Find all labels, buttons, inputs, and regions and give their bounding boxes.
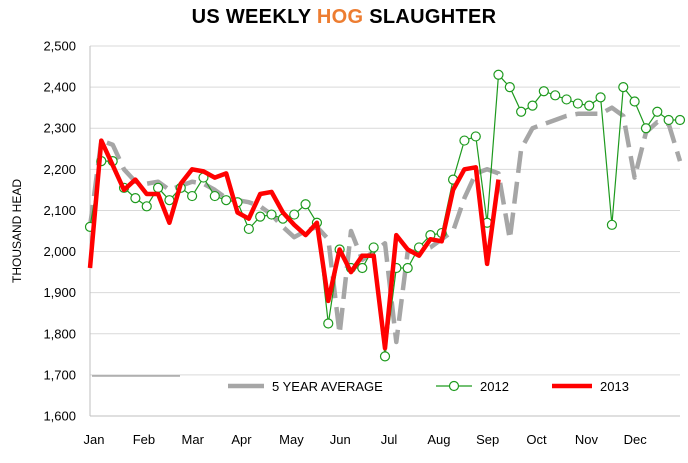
data-point-2012: [550, 90, 561, 101]
data-point-2012: [618, 82, 629, 93]
data-point-2012: [652, 106, 663, 117]
data-point-2012: [221, 195, 232, 206]
y-tick-label: 1,900: [43, 285, 76, 300]
x-tick-label: Sep: [476, 432, 499, 447]
y-tick-label: 2,100: [43, 203, 76, 218]
legend-label: 5 YEAR AVERAGE: [272, 379, 383, 394]
x-tick-label: Jan: [84, 432, 105, 447]
data-point-2012: [152, 182, 164, 193]
x-tick-label: Jul: [381, 432, 398, 447]
y-tick-label: 1,700: [43, 367, 76, 382]
data-point-2012: [368, 242, 379, 253]
data-point-2012: [141, 201, 152, 212]
series-line-2013: [87, 138, 501, 351]
legend-marker-2012: [448, 380, 460, 392]
y-tick-label: 2,300: [43, 121, 76, 136]
series-line-2012: [89, 73, 680, 357]
series-line-5yr-average: [87, 105, 683, 345]
y-tick-label: 2,500: [43, 39, 76, 54]
legend: 5 YEAR AVERAGE 2012 2013: [228, 379, 629, 394]
data-point-2012: [595, 92, 606, 103]
data-point-2012: [255, 211, 266, 222]
data-point-2012: [266, 209, 277, 220]
data-point-2012: [561, 94, 572, 105]
data-point-2012: [300, 199, 311, 210]
legend-label: 2012: [480, 379, 509, 394]
chart-title-accent: HOG: [316, 6, 364, 28]
data-point-2012: [243, 223, 254, 235]
x-tick-label: Aug: [427, 432, 450, 447]
data-point-2012: [674, 114, 686, 126]
x-tick-label: Jun: [330, 432, 351, 447]
legend-label: 2013: [600, 379, 629, 394]
data-point-2012: [323, 318, 334, 329]
data-point-2012: [493, 69, 504, 80]
chart-title-prefix: US WEEKLY: [191, 6, 317, 28]
data-point-2012: [470, 131, 481, 142]
data-point-2012: [527, 100, 538, 111]
y-tick-label: 2,200: [43, 162, 76, 177]
data-point-2012: [209, 190, 220, 202]
data-point-2012: [640, 123, 652, 134]
x-tick-label: Nov: [575, 432, 599, 447]
y-axis-label: THOUSAND HEAD: [10, 179, 24, 283]
data-point-2012: [572, 98, 583, 109]
data-point-2012: [504, 82, 515, 93]
data-point-2012: [516, 106, 527, 117]
data-point-2012: [629, 96, 640, 107]
axes: 1,600 1,700 1,800 1,900 2,000 2,100 2,200 2,300…: [10, 39, 680, 447]
data-point-2012: [584, 100, 595, 111]
x-tick-label: Feb: [133, 432, 155, 447]
x-tick-label: Oct: [526, 432, 547, 447]
x-tick-label: May: [279, 432, 304, 447]
data-point-2012: [459, 135, 470, 146]
data-point-2012: [606, 219, 618, 230]
y-tick-label: 2,000: [43, 244, 76, 259]
series: [84, 69, 686, 362]
y-tick-label: 1,600: [43, 409, 76, 424]
chart-title-suffix: SLAUGHTER: [363, 6, 497, 28]
data-point-2012: [663, 114, 674, 126]
data-point-2012: [130, 193, 141, 204]
y-tick-label: 2,400: [43, 80, 76, 95]
data-point-2012: [357, 262, 368, 274]
data-point-2012: [538, 86, 549, 97]
data-point-2012: [164, 195, 175, 206]
y-tick-label: 1,800: [43, 326, 76, 341]
data-point-2012: [187, 190, 198, 202]
data-point-2012: [379, 351, 391, 362]
x-tick-label: Mar: [182, 432, 205, 447]
chart-title: US WEEKLY HOG SLAUGHTER: [0, 6, 688, 29]
x-tick-label: Dec: [624, 432, 648, 447]
data-point-2012: [289, 209, 300, 220]
data-point-2012: [402, 262, 413, 274]
x-tick-label: Apr: [231, 432, 252, 447]
